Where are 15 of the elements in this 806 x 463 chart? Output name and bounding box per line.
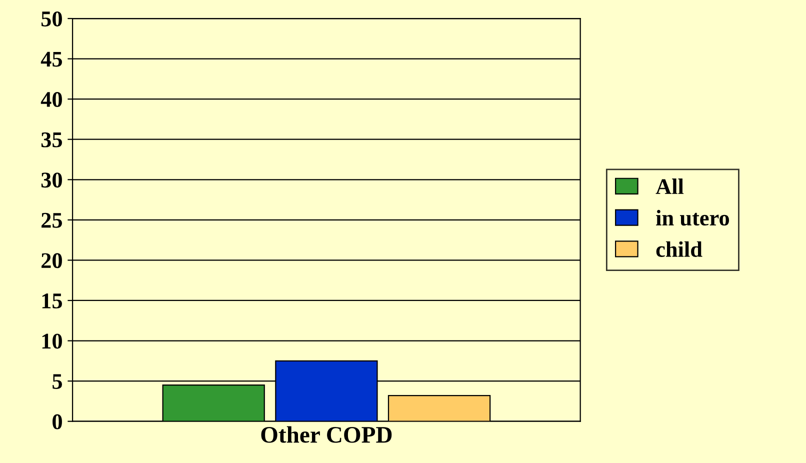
y-tick-label: 50 [41, 11, 62, 26]
y-tick-label: 35 [41, 132, 62, 148]
y-tick-label: 0 [52, 414, 62, 430]
y-tick-label: 25 [42, 212, 62, 228]
y-tick-label: 40 [40, 92, 62, 108]
y-tick-label: 10 [42, 334, 62, 349]
legend-label: child [656, 241, 702, 257]
x-tick-label: Other COPD [261, 426, 392, 443]
y-tick-label: 5 [52, 374, 62, 389]
y-tick-label: 15 [42, 294, 62, 308]
legend-label: in utero [656, 210, 730, 226]
y-tick-label: 30 [41, 172, 62, 188]
y-tick-label: 20 [42, 253, 62, 268]
y-tick-label: 45 [40, 52, 62, 67]
legend-label: All [656, 178, 684, 194]
